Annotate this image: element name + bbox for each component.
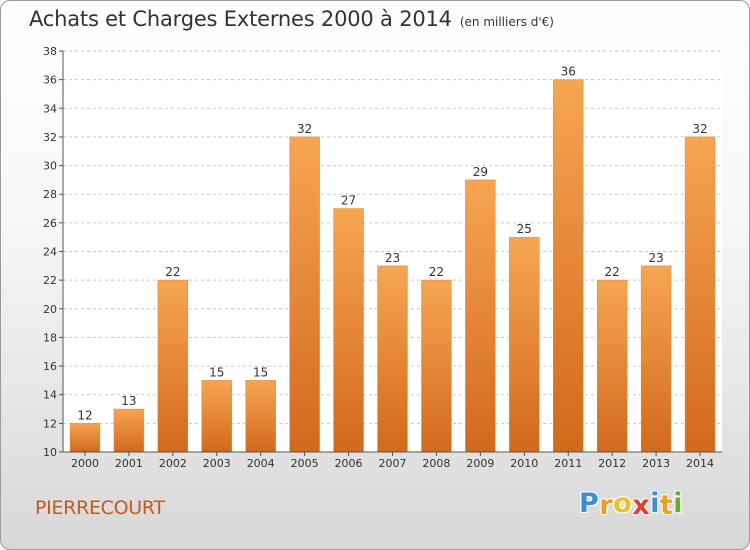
y-tick-label: 14 xyxy=(43,389,57,402)
bar-2014[interactable] xyxy=(684,136,716,453)
x-tick-label-2012: 2012 xyxy=(598,457,626,470)
data-label-2003: 15 xyxy=(209,365,224,379)
y-tick-label: 36 xyxy=(43,74,57,87)
x-tick-label-2000: 2000 xyxy=(71,457,99,470)
x-tick-label-2003: 2003 xyxy=(203,457,231,470)
x-tick-label-2014: 2014 xyxy=(686,457,714,470)
x-tick-label-2008: 2008 xyxy=(422,457,450,470)
data-label-2000: 12 xyxy=(77,408,92,422)
data-label-2010: 25 xyxy=(517,222,532,236)
x-tick-label-2011: 2011 xyxy=(554,457,582,470)
bar-2007[interactable] xyxy=(377,265,408,453)
y-tick-label: 38 xyxy=(43,45,57,58)
bar-2009[interactable] xyxy=(465,179,496,453)
y-tick-label: 10 xyxy=(43,446,57,459)
bar-2013[interactable] xyxy=(640,265,672,453)
x-tick-label-2004: 2004 xyxy=(247,457,275,470)
data-label-2008: 22 xyxy=(429,265,444,279)
proxiti-logo[interactable]: Proxiti xyxy=(579,488,684,521)
data-label-2012: 22 xyxy=(605,265,620,279)
y-tick-label: 20 xyxy=(43,303,57,316)
logo-letter: i xyxy=(650,488,660,519)
x-tick-label-2009: 2009 xyxy=(466,457,494,470)
logo-letter: o xyxy=(613,488,633,519)
y-tick-label: 12 xyxy=(43,417,57,430)
bar-2004[interactable] xyxy=(245,380,276,453)
bar-2011[interactable] xyxy=(553,79,584,453)
data-label-2014: 32 xyxy=(692,122,707,136)
y-tick-label: 30 xyxy=(43,160,57,173)
x-tick-label-2007: 2007 xyxy=(379,457,407,470)
y-tick-label: 16 xyxy=(43,360,57,373)
logo-letter: i xyxy=(673,488,684,519)
bar-2008[interactable] xyxy=(421,279,452,453)
y-tick-label: 26 xyxy=(43,217,57,230)
bar-2005[interactable] xyxy=(289,136,320,453)
bar-2002[interactable] xyxy=(157,279,189,453)
x-tick-label-2006: 2006 xyxy=(335,457,363,470)
axis-layer: 10 12 14 16 18 20 22 24 26 28 30 32 34 36 38 2000 2001 20… xyxy=(43,45,722,470)
data-label-2013: 23 xyxy=(648,251,663,265)
bar-2010[interactable] xyxy=(509,236,540,453)
chart-subtitle: (en milliers d'€) xyxy=(459,15,554,29)
y-tick-label: 32 xyxy=(43,131,57,144)
bar-2000[interactable] xyxy=(69,423,101,453)
logo-letter: r xyxy=(599,490,614,521)
y-tick-label: 34 xyxy=(43,102,57,115)
data-label-2001: 13 xyxy=(121,394,136,408)
data-label-2011: 36 xyxy=(561,65,576,79)
data-label-2007: 23 xyxy=(385,251,400,265)
x-tick-label-2005: 2005 xyxy=(291,457,319,470)
data-label-2006: 27 xyxy=(341,194,356,208)
data-label-2009: 29 xyxy=(473,165,488,179)
chart-title: Achats et Charges Externes 2000 à 2014 (e… xyxy=(29,7,554,31)
bar-2001[interactable] xyxy=(113,408,145,453)
x-tick-label-2010: 2010 xyxy=(510,457,538,470)
chart-title-text: Achats et Charges Externes 2000 à 2014 xyxy=(29,7,452,31)
x-tick-label-2001: 2001 xyxy=(115,457,143,470)
y-tick-label: 24 xyxy=(43,246,57,259)
bar-2012[interactable] xyxy=(596,279,628,453)
bar-2006[interactable] xyxy=(333,208,364,453)
y-tick-label: 28 xyxy=(43,188,57,201)
bar-layer: 12 13 22 15 15 32 27 23 22 29 25 36 22 23 32 xyxy=(69,65,716,453)
logo-letter: P xyxy=(579,488,600,519)
x-tick-label-2013: 2013 xyxy=(642,457,670,470)
x-tick-label-2002: 2002 xyxy=(159,457,187,470)
y-tick-label: 18 xyxy=(43,331,57,344)
data-label-2004: 15 xyxy=(253,365,268,379)
data-label-2002: 22 xyxy=(165,265,180,279)
data-label-2005: 32 xyxy=(297,122,312,136)
location-label: PIERRECOURT xyxy=(35,497,165,519)
bar-2003[interactable] xyxy=(201,380,232,453)
y-tick-label: 22 xyxy=(43,274,57,287)
logo-letter: t xyxy=(659,490,674,521)
logo-letter: x xyxy=(632,490,651,521)
